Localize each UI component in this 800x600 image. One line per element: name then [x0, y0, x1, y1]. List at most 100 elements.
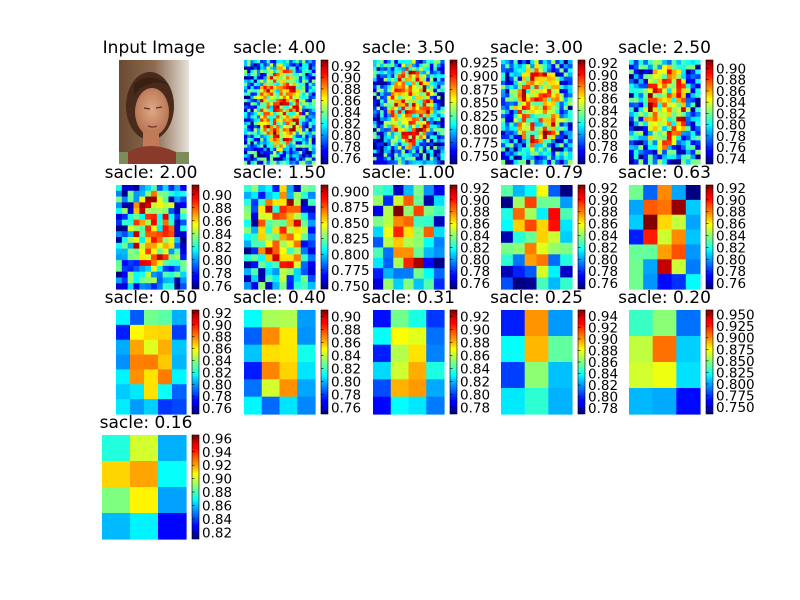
heatmap-cell: [247, 138, 252, 142]
heatmap-cell: [563, 143, 569, 148]
heatmap-cell: [563, 89, 569, 94]
heatmap-cell: [671, 64, 677, 71]
heatmap-cell: [305, 79, 310, 84]
heatmap-cell: [440, 110, 445, 115]
heatmap-cell: [244, 275, 252, 283]
heatmap-cell: [563, 126, 569, 132]
heatmap-cell: [412, 128, 417, 133]
heatmap-cell: [440, 120, 445, 126]
heatmap-cell: [285, 160, 290, 165]
heatmap-cell: [256, 151, 261, 155]
heatmap-cell: [272, 254, 281, 262]
heatmap-cell: [302, 151, 306, 155]
heatmap-panel: sacle: 0.310.780.800.820.840.860.880.900…: [362, 288, 490, 417]
colorbar-tick-label: 0.84: [202, 512, 232, 528]
heatmap-cell: [546, 114, 552, 119]
heatmap-cell: [521, 89, 527, 94]
heatmap-cell: [251, 254, 259, 262]
heatmap-cell: [408, 99, 413, 104]
panel-title: sacle: 0.16: [100, 413, 193, 433]
heatmap-cell: [440, 146, 445, 151]
heatmap-cell: [279, 379, 298, 398]
heatmap-cell: [681, 64, 687, 71]
heatmap-cell: [293, 191, 302, 200]
heatmap-cell: [538, 105, 544, 111]
heatmap-cell: [546, 97, 552, 103]
heatmap-cell: [380, 81, 385, 86]
heatmap-cell: [279, 268, 288, 276]
heatmap-cell: [676, 336, 701, 363]
heatmap-cell: [295, 112, 300, 116]
heatmap-cell: [282, 154, 287, 159]
heatmap-cell: [551, 159, 556, 165]
heatmap-cell: [276, 108, 281, 113]
heatmap-cell: [647, 126, 654, 132]
heatmap-cell: [289, 131, 294, 136]
heatmap-cell: [509, 97, 515, 103]
heatmap-cell: [387, 77, 392, 83]
heatmap-cell: [387, 106, 392, 111]
heatmap-cell: [265, 275, 273, 283]
heatmap-cell: [311, 131, 316, 136]
heatmap-cell: [517, 89, 523, 94]
heatmap-cell: [308, 138, 313, 142]
heatmap-cell: [436, 95, 442, 101]
heatmap-cell: [174, 185, 181, 192]
heatmap-cell: [383, 237, 394, 248]
heatmap-cell: [282, 118, 287, 123]
heatmap-cell: [251, 198, 259, 207]
heatmap-cell: [526, 68, 531, 74]
heatmap-cell: [542, 130, 548, 136]
heatmap-cell: [307, 191, 316, 200]
heatmap-cell: [403, 205, 415, 217]
heatmap-cell: [250, 115, 255, 120]
heatmap-cell: [121, 202, 129, 209]
heatmap-cell: [305, 102, 310, 107]
heatmap-cell: [546, 93, 552, 99]
heatmap-cell: [551, 155, 556, 161]
heatmap-cell: [311, 69, 316, 74]
heatmap-cell: [302, 66, 306, 71]
heatmap-cell: [273, 69, 277, 74]
heatmap-cell: [429, 117, 434, 122]
heatmap-cell: [433, 85, 438, 90]
heatmap-cell: [690, 135, 696, 141]
heatmap-cell: [422, 77, 427, 83]
heatmap-cell: [501, 143, 506, 148]
heatmap-cell: [300, 247, 309, 255]
heatmap-cell: [559, 93, 565, 99]
colorbar: 0.760.780.800.820.840.860.880.900.92: [320, 59, 361, 167]
heatmap-cell: [666, 83, 673, 89]
heatmap-cell: [633, 159, 640, 165]
heatmap-cell: [690, 64, 696, 71]
heatmap-cell: [130, 310, 145, 326]
heatmap-cell: [512, 265, 526, 279]
heatmap-cells: [629, 60, 701, 165]
heatmap-cell: [652, 121, 658, 127]
heatmap-cell: [652, 88, 658, 94]
heatmap-cell: [695, 74, 701, 80]
heatmap-cell: [295, 147, 300, 152]
heatmap-cell: [440, 85, 445, 90]
heatmap-cell: [647, 149, 654, 156]
heatmap-cell: [266, 154, 271, 159]
heatmap-cell: [380, 77, 385, 83]
heatmap-cell: [551, 151, 556, 157]
heatmap-cell: [133, 237, 140, 244]
heatmap-cell: [244, 379, 263, 398]
heatmap-cell: [433, 128, 438, 133]
heatmap-cell: [282, 63, 287, 68]
colorbar-tick-label: 0.875: [460, 82, 499, 98]
heatmap-cell: [260, 115, 264, 120]
heatmap-cell: [666, 78, 673, 85]
heatmap-cell: [265, 219, 273, 228]
heatmap-cell: [139, 254, 146, 261]
colorbar-tick-label: 0.875: [331, 200, 370, 216]
heatmap-cell: [505, 89, 510, 94]
heatmap-cell: [429, 128, 434, 133]
heatmap-cell: [263, 76, 268, 81]
heatmap-cell: [307, 205, 316, 214]
heatmap-cell: [300, 275, 309, 283]
heatmap-cell: [695, 93, 701, 99]
heatmap-cell: [253, 138, 258, 142]
